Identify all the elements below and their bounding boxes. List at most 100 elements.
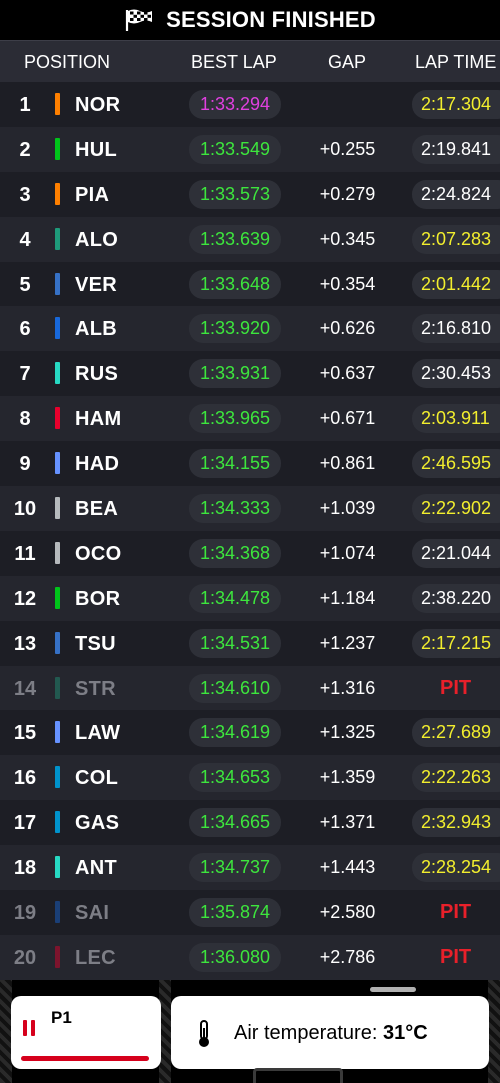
table-row[interactable]: 13 TSU 1:34.531 +1.237 2:17.215 <box>0 620 500 666</box>
driver-code: VER <box>75 273 118 296</box>
last-lap-time: 2:30.453 <box>412 359 500 389</box>
table-row[interactable]: 14 STR 1:34.610 +1.316 PIT <box>0 665 500 711</box>
session-status-bar: SESSION FINISHED <box>0 0 500 40</box>
gap-to-leader: +2.786 <box>319 946 376 967</box>
table-row[interactable]: 6 ALB 1:33.920 +0.626 2:16.810 <box>0 306 500 352</box>
driver-code: RUS <box>75 363 119 386</box>
table-row[interactable]: 12 BOR 1:34.478 +1.184 2:38.220 <box>0 575 500 621</box>
checkered-flag-icon <box>125 9 153 31</box>
decorative-stripe <box>159 980 171 1083</box>
driver-code: COL <box>75 767 119 790</box>
column-header-position[interactable]: POSITION <box>24 52 111 72</box>
driver-code: BEA <box>75 498 119 521</box>
last-lap-time: 2:07.283 <box>412 224 500 254</box>
drag-handle[interactable] <box>370 987 416 992</box>
gap-to-leader: +2.580 <box>319 902 376 923</box>
driver-code: HUL <box>75 138 118 161</box>
air-temperature: Air temperature: 31°C <box>234 1022 428 1045</box>
gap-to-leader: +1.184 <box>319 587 376 608</box>
table-row[interactable]: 15 LAW 1:34.619 +1.325 2:27.689 <box>0 710 500 756</box>
driver-position: 14 <box>13 677 37 700</box>
last-lap-time: 2:46.595 <box>412 449 500 479</box>
best-lap-time: 1:34.610 <box>189 673 281 703</box>
last-lap-time: 2:17.304 <box>412 90 500 119</box>
last-lap-time: 2:01.442 <box>412 269 500 299</box>
best-lap-time: 1:34.333 <box>189 494 281 524</box>
driver-position: 16 <box>13 767 37 790</box>
team-color-bar <box>55 541 60 564</box>
table-row[interactable]: 4 ALO 1:33.639 +0.345 2:07.283 <box>0 216 500 262</box>
driver-code: GAS <box>75 812 120 835</box>
session-label: P1 <box>51 1008 72 1027</box>
driver-position: 5 <box>19 273 31 296</box>
table-row[interactable]: 7 RUS 1:33.931 +0.637 2:30.453 <box>0 351 500 397</box>
driver-code: STR <box>75 677 116 700</box>
table-row[interactable]: 2 HUL 1:33.549 +0.255 2:19.841 <box>0 126 500 172</box>
driver-code: ALO <box>75 228 119 251</box>
driver-position: 9 <box>19 453 31 476</box>
best-lap-time: 1:34.665 <box>189 808 281 838</box>
driver-position: 7 <box>19 363 31 386</box>
driver-position: 6 <box>19 318 31 341</box>
footer-panel: P1 Air temperature: 31°C <box>0 980 500 1083</box>
last-lap-time: 2:38.220 <box>412 583 500 613</box>
best-lap-time: 1:35.874 <box>189 898 281 928</box>
column-header-lap-time[interactable]: LAP TIME <box>415 52 497 72</box>
column-header-best-lap[interactable]: BEST LAP <box>191 52 277 72</box>
table-row[interactable]: 11 OCO 1:34.368 +1.074 2:21.044 <box>0 530 500 576</box>
pit-status: PIT <box>440 945 472 968</box>
team-color-bar <box>55 631 60 654</box>
timing-table: 1 NOR 1:33.294 2:17.304 2 HUL 1:33.549 +0.255 2:… <box>0 82 500 980</box>
table-row[interactable]: 1 NOR 1:33.294 2:17.304 <box>0 82 500 127</box>
driver-position: 13 <box>13 632 37 655</box>
driver-code: HAM <box>75 408 122 431</box>
last-lap-time: 2:16.810 <box>412 314 500 344</box>
best-lap-time: 1:33.639 <box>189 224 281 254</box>
driver-position: 12 <box>13 587 37 610</box>
last-lap-time: 2:27.689 <box>412 718 500 748</box>
table-row[interactable]: 5 VER 1:33.648 +0.354 2:01.442 <box>0 261 500 307</box>
driver-code: HAD <box>75 453 120 476</box>
driver-position: 10 <box>13 498 37 521</box>
team-color-bar <box>55 182 60 205</box>
table-row[interactable]: 19 SAI 1:35.874 +2.580 PIT <box>0 890 500 935</box>
pit-status: PIT <box>440 901 472 924</box>
gap-to-leader: +1.325 <box>319 722 376 743</box>
best-lap-time: 1:34.737 <box>189 853 281 883</box>
best-lap-time: 1:34.619 <box>189 718 281 748</box>
driver-position: 18 <box>13 857 37 880</box>
driver-code: LEC <box>75 946 116 969</box>
table-row[interactable]: 9 HAD 1:34.155 +0.861 2:46.595 <box>0 441 500 487</box>
best-lap-time: 1:34.155 <box>189 449 281 479</box>
gap-to-leader: +1.074 <box>319 542 376 563</box>
table-row[interactable]: 17 GAS 1:34.665 +1.371 2:32.943 <box>0 800 500 846</box>
gap-to-leader: +1.316 <box>319 677 376 698</box>
air-temperature-label: Air temperature: <box>234 1022 378 1044</box>
driver-position: 15 <box>13 722 37 745</box>
team-color-bar <box>55 945 60 968</box>
best-lap-time: 1:36.080 <box>189 942 281 972</box>
weather-card[interactable]: Air temperature: 31°C <box>171 987 489 1069</box>
column-header-gap[interactable]: GAP <box>328 52 367 72</box>
best-lap-time: 1:33.648 <box>189 269 281 299</box>
team-color-bar <box>55 137 60 160</box>
gap-to-leader: +0.279 <box>319 183 376 204</box>
table-row[interactable]: 16 COL 1:34.653 +1.359 2:22.263 <box>0 755 500 801</box>
session-card[interactable]: P1 <box>11 996 161 1069</box>
last-lap-time: 2:21.044 <box>412 538 500 568</box>
pit-status: PIT <box>440 676 472 699</box>
best-lap-time: 1:33.294 <box>189 90 281 119</box>
table-row[interactable]: 18 ANT 1:34.737 +1.443 2:28.254 <box>0 845 500 891</box>
gap-to-leader: +1.371 <box>319 812 376 833</box>
table-row[interactable]: 3 PIA 1:33.573 +0.279 2:24.824 <box>0 171 500 217</box>
table-row[interactable]: 20 LEC 1:36.080 +2.786 PIT <box>0 934 500 980</box>
best-lap-time: 1:34.368 <box>189 538 281 568</box>
driver-code: SAI <box>75 902 110 925</box>
driver-position: 19 <box>13 902 37 925</box>
team-color-bar <box>55 811 60 834</box>
driver-code: TSU <box>75 632 116 655</box>
gap-to-leader: +0.345 <box>319 228 376 249</box>
table-row[interactable]: 8 HAM 1:33.965 +0.671 2:03.911 <box>0 396 500 442</box>
last-lap-time: 2:19.841 <box>412 134 500 164</box>
table-row[interactable]: 10 BEA 1:34.333 +1.039 2:22.902 <box>0 486 500 531</box>
